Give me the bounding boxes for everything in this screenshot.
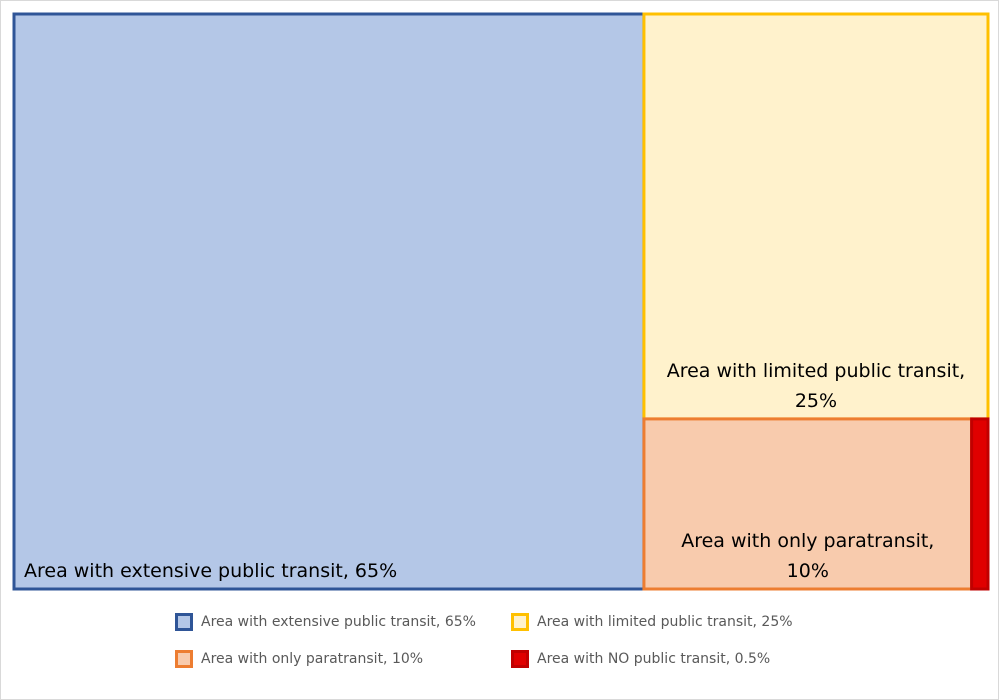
legend-label-limited: Area with limited public transit, 25% bbox=[537, 614, 793, 630]
tile-label-paratransit-line-1: Area with only paratransit, bbox=[681, 530, 934, 552]
tile-rect-paratransit bbox=[642, 417, 974, 591]
legend-swatch-no-transit bbox=[511, 650, 529, 668]
tile-extensive: Area with extensive public transit, 65% bbox=[12, 12, 646, 591]
legend-label-no-transit: Area with NO public transit, 0.5% bbox=[537, 651, 771, 667]
tile-paratransit: Area with only paratransit, 10% bbox=[642, 417, 974, 591]
legend-item-no-transit: Area with NO public transit, 0.5% bbox=[511, 650, 770, 668]
legend-item-limited: Area with limited public transit, 25% bbox=[511, 613, 793, 631]
tile-rect-extensive bbox=[12, 12, 646, 591]
treemap-chart: Area with extensive public transit, 65% A… bbox=[12, 12, 990, 591]
tile-label-limited-line-2: 25% bbox=[795, 390, 837, 412]
legend-item-paratransit: Area with only paratransit, 10% bbox=[175, 650, 423, 668]
legend-swatch-limited bbox=[511, 613, 529, 631]
legend-label-extensive: Area with extensive public transit, 65% bbox=[201, 614, 476, 630]
legend-item-extensive: Area with extensive public transit, 65% bbox=[175, 613, 476, 631]
tile-label-paratransit-line-2: 10% bbox=[787, 560, 829, 582]
tile-label-extensive-line-1: Area with extensive public transit, 65% bbox=[24, 560, 397, 582]
tile-rect-no-transit bbox=[970, 417, 990, 591]
tile-rect-limited bbox=[642, 12, 990, 421]
tile-limited: Area with limited public transit, 25% bbox=[642, 12, 990, 421]
legend-swatch-paratransit bbox=[175, 650, 193, 668]
legend-swatch-extensive bbox=[175, 613, 193, 631]
legend-label-paratransit: Area with only paratransit, 10% bbox=[201, 651, 424, 667]
tile-no-transit bbox=[970, 417, 990, 591]
tile-label-limited-line-1: Area with limited public transit, bbox=[667, 360, 966, 382]
